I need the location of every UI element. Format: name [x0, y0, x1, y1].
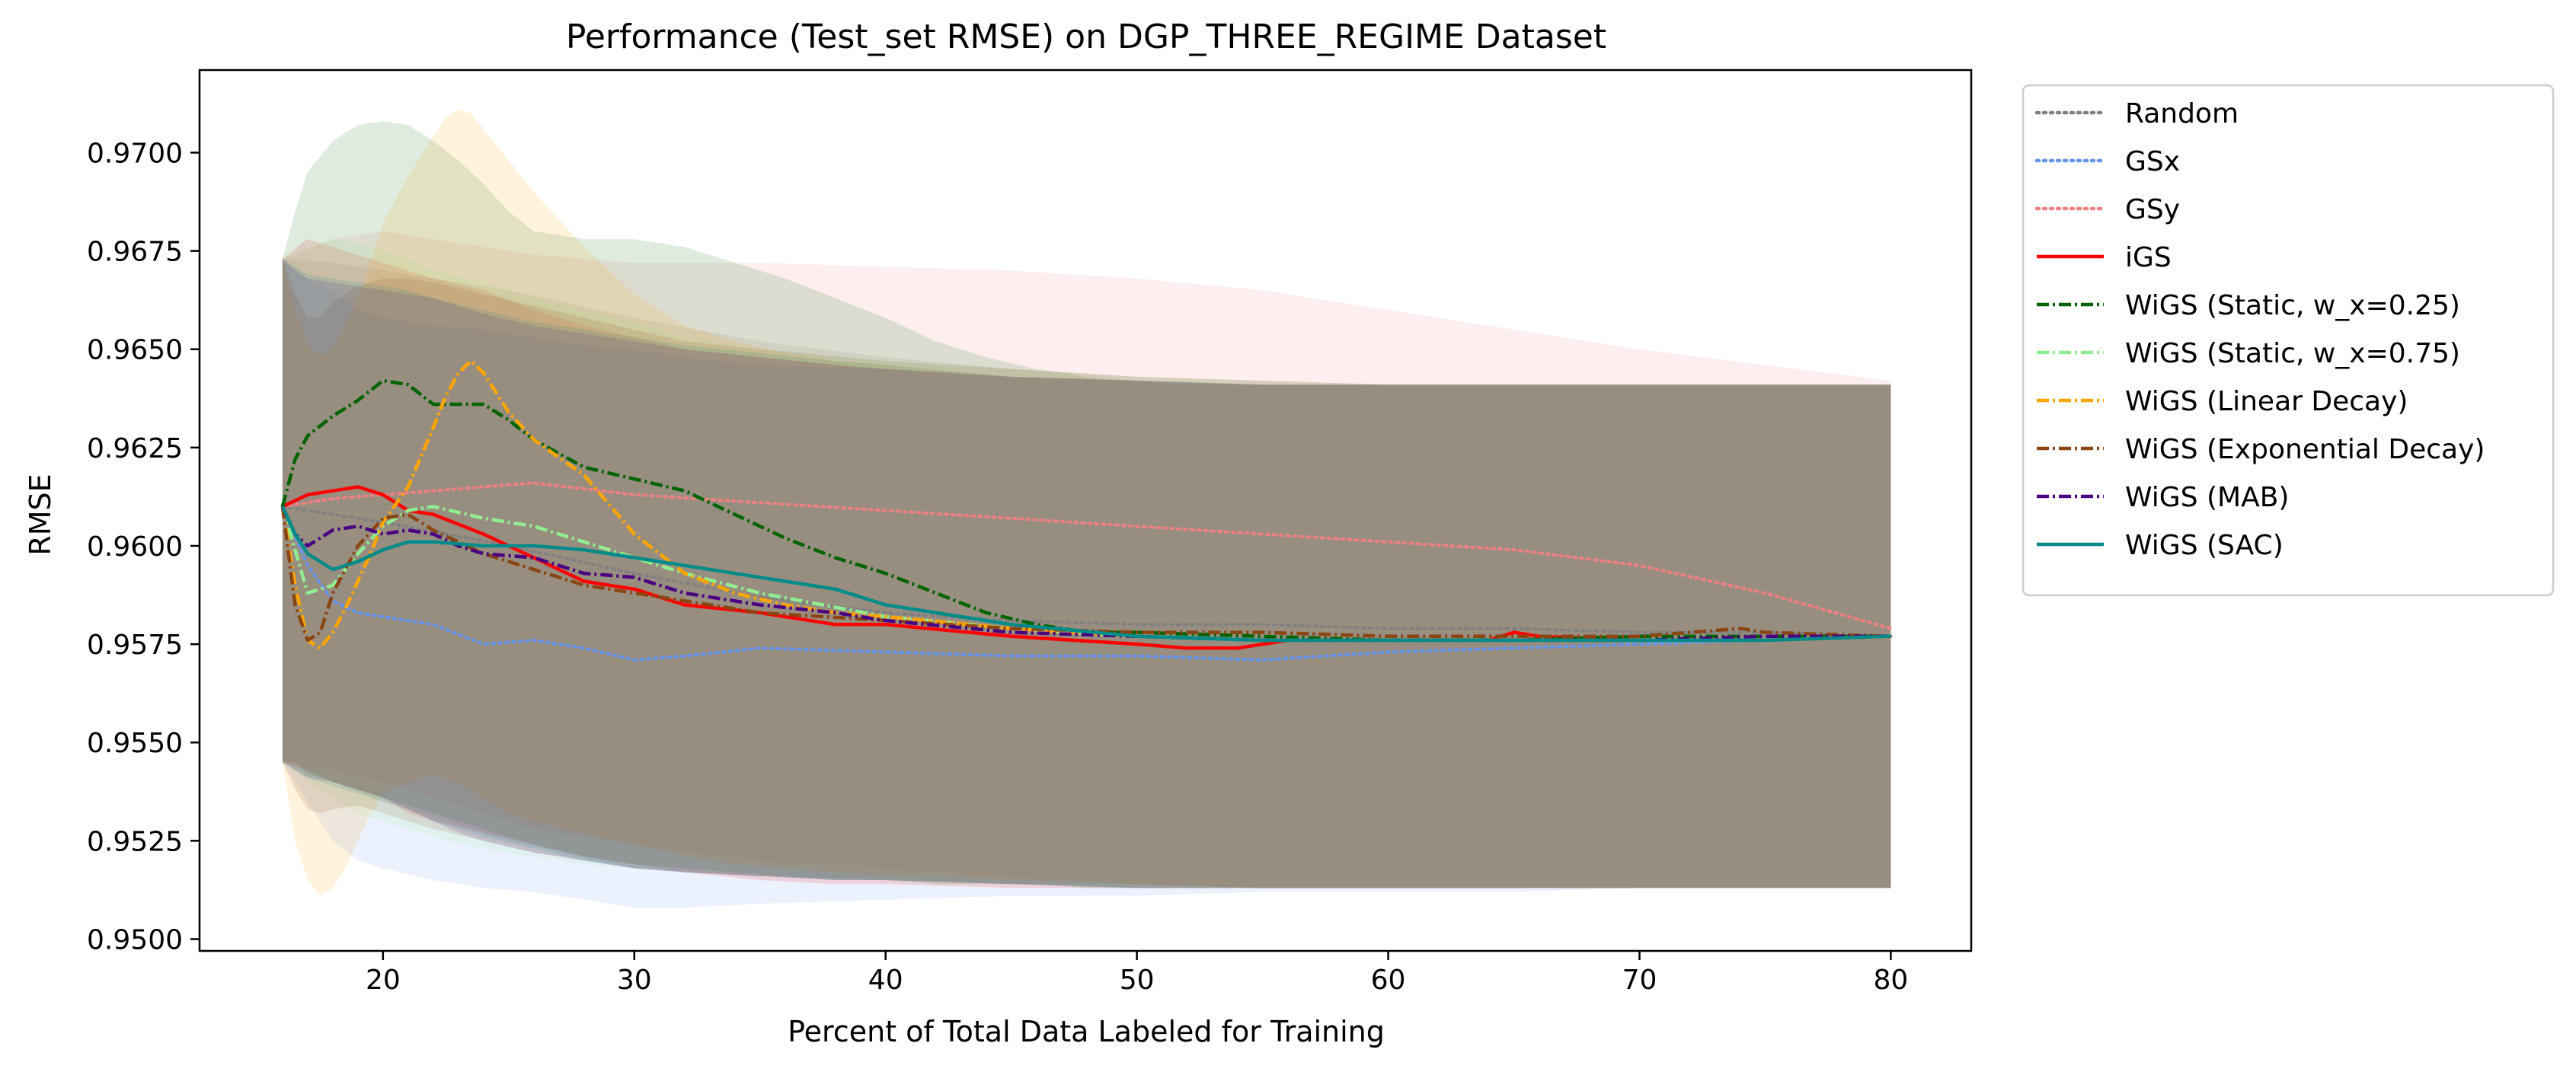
legend-label-wigs-static-w-x-0-25: WiGS (Static, w_x=0.25)	[2125, 290, 2460, 321]
y-tick-label: 0.9575	[87, 630, 183, 661]
confidence-bands	[282, 109, 1891, 908]
x-tick-label: 40	[868, 965, 903, 996]
legend-label-random: Random	[2125, 98, 2239, 129]
y-tick-label: 0.9600	[87, 531, 183, 563]
series-lines	[280, 359, 1893, 662]
y-tick-label: 0.9700	[87, 138, 183, 169]
series-line-wigs-linear-decay	[280, 359, 1891, 650]
band-wigs-linear-decay	[282, 109, 1891, 896]
series-line-wigs-mab	[280, 506, 1891, 643]
band-wigs-static-w-x-0-25	[282, 121, 1891, 888]
legend-label-wigs-exponential-decay: WiGS (Exponential Decay)	[2125, 434, 2485, 465]
legend-label-wigs-linear-decay: WiGS (Linear Decay)	[2125, 386, 2408, 417]
series-line-wigs-exponential-decay	[280, 506, 1891, 643]
series-line-random	[280, 505, 1893, 638]
y-tick-label: 0.9675	[87, 237, 183, 268]
band-igs	[282, 239, 1891, 888]
band-random	[282, 258, 1891, 888]
series-line-gsx	[280, 505, 1893, 662]
series-line-wigs-static-w-x-0-25	[280, 378, 1891, 643]
plot-area-frame	[198, 69, 1973, 952]
x-tick-label: 70	[1622, 965, 1657, 996]
band-gsx	[282, 258, 1891, 908]
band-gsy	[282, 231, 1891, 888]
x-tick-label: 20	[366, 965, 401, 996]
y-tick-label: 0.9550	[87, 728, 183, 759]
y-axis-ticks: 0.9500 0.9525 0.9550 0.9575 0.9600 0.9625 0.96…	[87, 138, 200, 956]
x-tick-label: 30	[617, 965, 652, 996]
series-line-gsy	[280, 481, 1893, 630]
x-axis-label: Percent of Total Data Labeled for Traini…	[788, 1015, 1385, 1048]
y-tick-label: 0.9625	[87, 433, 183, 464]
y-axis-label: RMSE	[24, 474, 57, 555]
chart-title: Performance (Test_set RMSE) on DGP_THREE…	[566, 18, 1606, 56]
legend-box	[2021, 84, 2555, 597]
legend-label-gsy: GSy	[2125, 194, 2180, 225]
band-wigs-static-w-x-0-75	[282, 239, 1891, 888]
y-tick-label: 0.9525	[87, 826, 183, 857]
y-tick-label: 0.9500	[87, 925, 183, 956]
legend-label-wigs-mab: WiGS (MAB)	[2125, 482, 2289, 513]
band-wigs-exponential-decay	[282, 258, 1891, 888]
legend: Random GSx GSy iGS WiGS (Static, w_x=0.25) Wi…	[2021, 84, 2555, 597]
band-wigs-sac	[282, 258, 1891, 888]
x-axis-ticks: 20 30 40 50 60 70 80	[366, 951, 1908, 996]
x-tick-label: 50	[1120, 965, 1155, 996]
band-wigs-mab	[282, 258, 1891, 888]
series-line-wigs-sac	[280, 506, 1891, 643]
legend-label-igs: iGS	[2125, 242, 2172, 273]
y-tick-label: 0.9650	[87, 335, 183, 366]
legend-label-wigs-static-w-x-0-75: WiGS (Static, w_x=0.75)	[2125, 338, 2460, 369]
legend-label-wigs-sac: WiGS (SAC)	[2125, 530, 2284, 561]
legend-label-gsx: GSx	[2125, 146, 2180, 177]
x-tick-label: 60	[1371, 965, 1406, 996]
x-tick-label: 80	[1874, 965, 1909, 996]
